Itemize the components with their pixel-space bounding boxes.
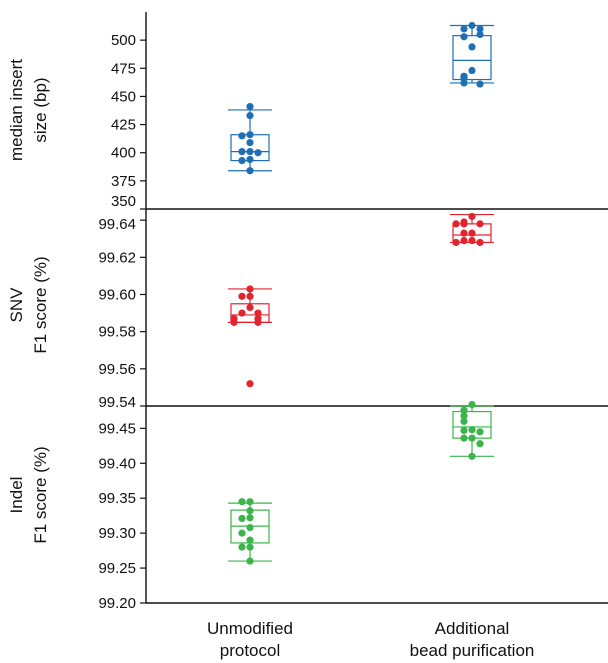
- panel-3: 99.20 99.25 99.30 99.35 99.40 99.45 Indel F1 sc…: [7, 401, 608, 660]
- data-point: [460, 426, 468, 435]
- data-point: [460, 220, 468, 228]
- data-point: [246, 111, 254, 120]
- data-point: [452, 220, 460, 228]
- y-axis-title-line: F1 score (%): [31, 256, 50, 353]
- y-tick-label: 99.62: [98, 249, 136, 266]
- box-iqr: [452, 35, 492, 81]
- panel-2: 99.54 99.56 99.58 99.60 99.62 99.64 SNV F1 scor…: [7, 209, 608, 411]
- panel-1: 350 375 400 425 450 475 500 median insert size (…: [7, 12, 608, 210]
- data-point: [238, 498, 246, 506]
- data-point: [460, 412, 468, 420]
- y-axis-title-line: Indel: [7, 477, 26, 514]
- y-tick-label: 99.64: [98, 216, 136, 233]
- y-tick-label: 99.30: [98, 525, 136, 542]
- data-point: [238, 309, 246, 317]
- data-point: [476, 428, 484, 436]
- data-point: [246, 138, 254, 147]
- x-category-label-line: Additional: [435, 619, 510, 638]
- data-point: [238, 514, 246, 523]
- data-point: [246, 155, 254, 164]
- data-point: [468, 21, 476, 30]
- data-point: [246, 285, 254, 293]
- data-point: [246, 557, 254, 565]
- y-axis-title-line: F1 score (%): [31, 446, 50, 543]
- data-point: [246, 536, 254, 544]
- y-tick-label: 99.20: [98, 595, 136, 612]
- box-iqr: [452, 410, 492, 439]
- data-point: [254, 318, 262, 326]
- y-axis-title-line: median insert: [7, 59, 26, 161]
- data-point: [476, 25, 484, 33]
- data-point: [468, 66, 476, 75]
- data-point: [460, 79, 468, 87]
- y-tick-label: 450: [111, 88, 136, 105]
- data-point: [246, 147, 254, 156]
- y-tick-label: 425: [111, 117, 136, 134]
- y-tick-label: 99.25: [98, 560, 136, 577]
- box-iqr: [230, 303, 270, 323]
- data-point: [468, 229, 476, 237]
- data-point: [246, 102, 254, 111]
- data-point: [460, 229, 468, 237]
- data-point: [238, 292, 246, 300]
- x-category-label-line: protocol: [220, 641, 280, 660]
- y-tick-label: 475: [111, 60, 136, 77]
- data-point: [476, 220, 484, 228]
- data-point: [238, 147, 246, 156]
- data-point: [238, 543, 246, 551]
- y-axis-title-line: SNV: [7, 287, 26, 323]
- data-point: [460, 406, 468, 414]
- data-point: [468, 426, 476, 434]
- box-2: [450, 24, 494, 84]
- data-point: [476, 440, 484, 448]
- data-point: [460, 33, 468, 41]
- y-axis-title-line: size (bp): [31, 77, 50, 142]
- data-point: [230, 318, 238, 326]
- data-point: [468, 434, 476, 442]
- y-tick-label: 99.45: [98, 420, 136, 437]
- data-point: [246, 523, 254, 532]
- y-tick-label: 99.35: [98, 490, 136, 507]
- data-point: [238, 132, 246, 140]
- data-point: [246, 292, 254, 300]
- data-point: [468, 452, 476, 460]
- data-point: [246, 498, 254, 506]
- y-tick-label: 400: [111, 145, 136, 162]
- data-point: [476, 30, 484, 39]
- data-point: [460, 417, 468, 425]
- data-point: [246, 543, 254, 551]
- data-point: [460, 236, 468, 245]
- y-tick-label: 99.58: [98, 324, 136, 341]
- data-point: [254, 149, 262, 157]
- data-point: [246, 167, 254, 175]
- data-point: [238, 156, 246, 165]
- data-point: [254, 309, 262, 317]
- data-point: [460, 25, 468, 33]
- y-tick-label: 99.40: [98, 455, 136, 472]
- data-point: [460, 434, 468, 442]
- y-tick-label: 375: [111, 173, 136, 190]
- data-point: [476, 238, 484, 247]
- x-category-label-line: bead purification: [410, 641, 535, 660]
- data-point: [468, 236, 476, 245]
- data-point: [246, 131, 254, 139]
- data-point: [246, 507, 254, 515]
- data-point: [468, 401, 476, 409]
- data-point: [476, 80, 484, 88]
- data-point: [246, 380, 254, 388]
- y-tick-label: 500: [111, 32, 136, 49]
- data-point: [452, 238, 460, 247]
- y-tick-label: 99.54: [98, 394, 136, 411]
- data-point: [468, 43, 476, 51]
- x-category-label-line: Unmodified: [207, 619, 293, 638]
- data-point: [246, 303, 254, 312]
- y-tick-label: 99.56: [98, 361, 136, 378]
- y-tick-label: 350: [111, 193, 136, 210]
- y-tick-label: 99.60: [98, 286, 136, 303]
- data-point: [238, 529, 246, 537]
- data-point: [246, 514, 254, 522]
- data-point: [468, 212, 476, 221]
